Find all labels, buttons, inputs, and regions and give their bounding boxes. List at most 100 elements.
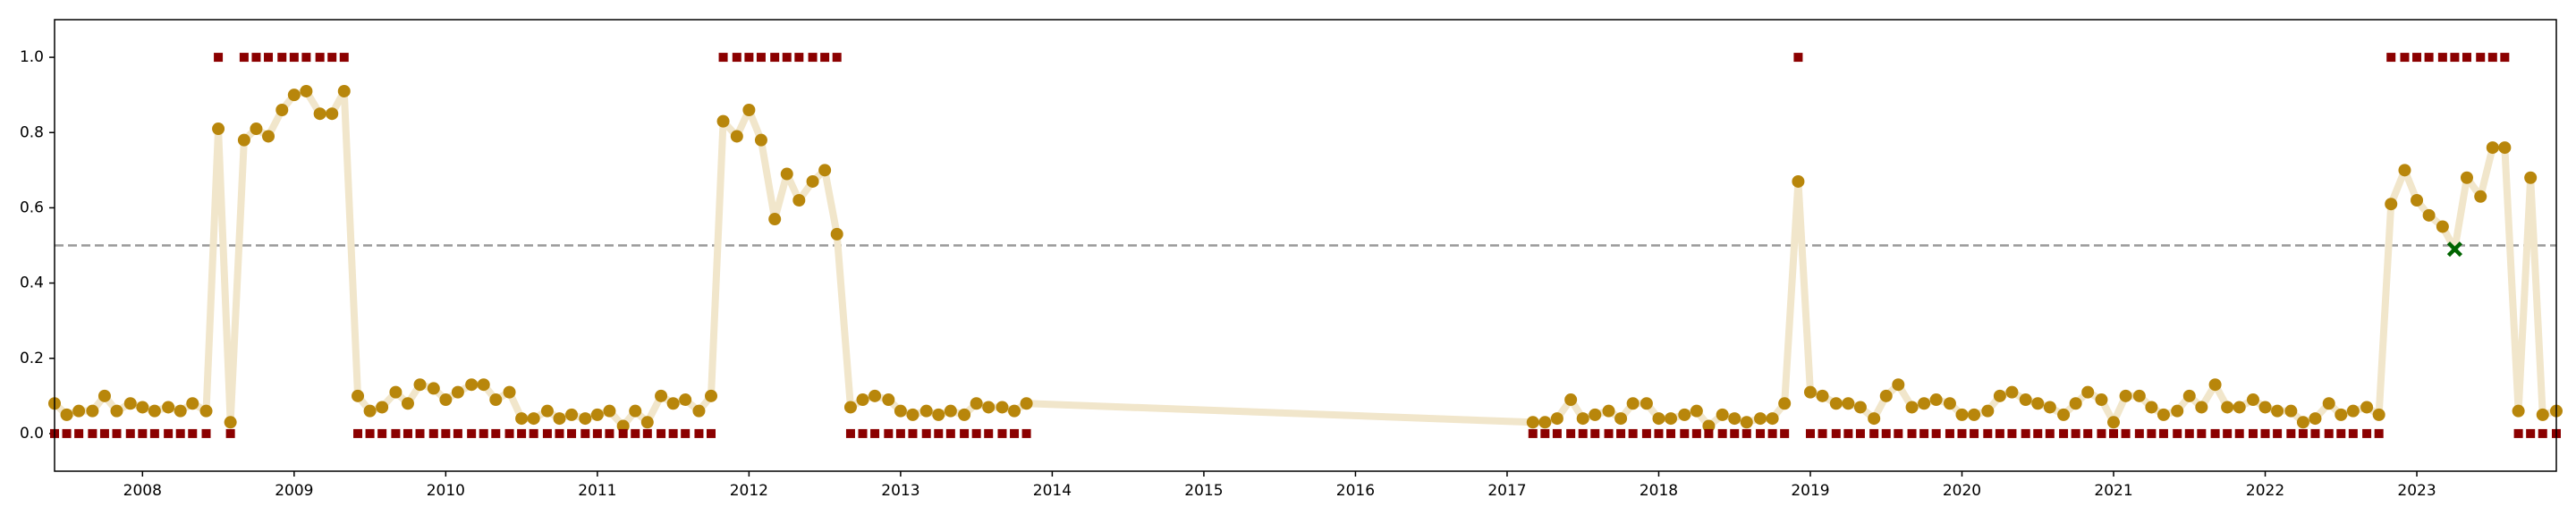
- label-marker: [707, 428, 716, 438]
- label-marker: [960, 428, 970, 438]
- score-point: [174, 404, 187, 418]
- y-tick-label: 0.8: [20, 123, 44, 141]
- label-marker: [2500, 53, 2510, 63]
- score-point: [427, 382, 440, 395]
- label-marker: [832, 53, 842, 63]
- label-marker: [820, 53, 830, 63]
- label-marker: [201, 428, 211, 438]
- score-point: [287, 89, 301, 102]
- x-tick-label: 2017: [1487, 482, 1526, 500]
- label-marker: [808, 53, 818, 63]
- score-point: [730, 130, 743, 143]
- score-point: [2095, 393, 2108, 407]
- label-marker: [2210, 428, 2220, 438]
- label-marker: [2310, 428, 2320, 438]
- y-tick-label: 0.6: [20, 198, 44, 216]
- score-point: [326, 107, 339, 121]
- score-point: [2322, 397, 2335, 410]
- score-point: [1816, 389, 1829, 402]
- label-marker: [188, 428, 198, 438]
- label-marker: [1021, 428, 1031, 438]
- score-point: [1943, 397, 1956, 410]
- score-point: [2474, 190, 2487, 203]
- y-tick-label: 0.2: [20, 350, 44, 367]
- label-marker: [542, 428, 552, 438]
- score-point: [982, 401, 996, 414]
- label-marker: [870, 428, 880, 438]
- score-point: [742, 104, 756, 116]
- label-marker: [239, 53, 249, 63]
- score-point: [1020, 397, 1033, 410]
- score-point: [451, 385, 464, 399]
- label-marker: [175, 428, 185, 438]
- label-marker: [2374, 428, 2384, 438]
- score-point: [477, 378, 490, 392]
- y-tick-label: 0.4: [20, 274, 44, 292]
- label-marker: [732, 53, 741, 63]
- score-point: [237, 133, 250, 147]
- score-point: [2524, 171, 2538, 184]
- label-marker: [2298, 428, 2308, 438]
- label-marker: [934, 428, 944, 438]
- label-marker: [782, 53, 792, 63]
- score-point: [2436, 220, 2449, 233]
- label-marker: [517, 428, 527, 438]
- score-point: [2360, 401, 2374, 414]
- label-marker: [945, 428, 955, 438]
- label-marker: [2348, 428, 2358, 438]
- label-marker: [2021, 428, 2030, 438]
- score-point: [413, 378, 427, 392]
- label-marker: [2158, 428, 2168, 438]
- label-marker: [2248, 428, 2258, 438]
- label-marker: [631, 428, 640, 438]
- score-point: [2182, 389, 2196, 402]
- x-tick-label: 2023: [2397, 482, 2436, 500]
- label-marker: [467, 428, 477, 438]
- score-point: [1993, 389, 2006, 402]
- score-point: [958, 408, 971, 421]
- score-point: [1640, 397, 1653, 410]
- label-marker: [555, 428, 564, 438]
- label-marker: [1680, 428, 1690, 438]
- score-point: [856, 393, 869, 407]
- x-tick-label: 2010: [427, 482, 465, 500]
- score-point: [1829, 397, 1843, 410]
- score-point: [2132, 389, 2146, 402]
- label-marker: [1907, 428, 1917, 438]
- score-point: [2334, 408, 2348, 421]
- label-marker: [921, 428, 931, 438]
- score-point: [2422, 208, 2436, 222]
- score-point: [1929, 393, 1943, 407]
- label-marker: [391, 428, 401, 438]
- label-marker: [74, 428, 84, 438]
- label-marker: [567, 428, 577, 438]
- score-point: [818, 164, 832, 177]
- score-point: [1853, 401, 1867, 414]
- plot-frame: [54, 19, 2557, 472]
- score-point: [300, 84, 313, 97]
- label-marker: [164, 428, 174, 438]
- label-marker: [794, 53, 804, 63]
- score-point: [503, 385, 516, 399]
- label-marker: [1628, 428, 1638, 438]
- score-point: [970, 397, 983, 410]
- label-marker: [2083, 428, 2093, 438]
- label-marker: [2286, 428, 2296, 438]
- score-point: [186, 397, 199, 410]
- label-marker: [845, 428, 855, 438]
- score-point: [655, 389, 668, 402]
- label-marker: [2109, 428, 2119, 438]
- label-marker: [618, 428, 628, 438]
- label-marker: [315, 53, 325, 63]
- score-point: [2043, 401, 2056, 414]
- label-marker: [2424, 53, 2434, 63]
- score-point: [2284, 404, 2298, 418]
- label-marker: [99, 428, 109, 438]
- score-point: [2258, 401, 2272, 414]
- label-marker: [668, 428, 678, 438]
- label-marker: [2234, 428, 2244, 438]
- label-marker: [1805, 428, 1815, 438]
- score-point: [1526, 416, 1539, 429]
- score-point: [2081, 385, 2095, 399]
- label-marker: [744, 53, 754, 63]
